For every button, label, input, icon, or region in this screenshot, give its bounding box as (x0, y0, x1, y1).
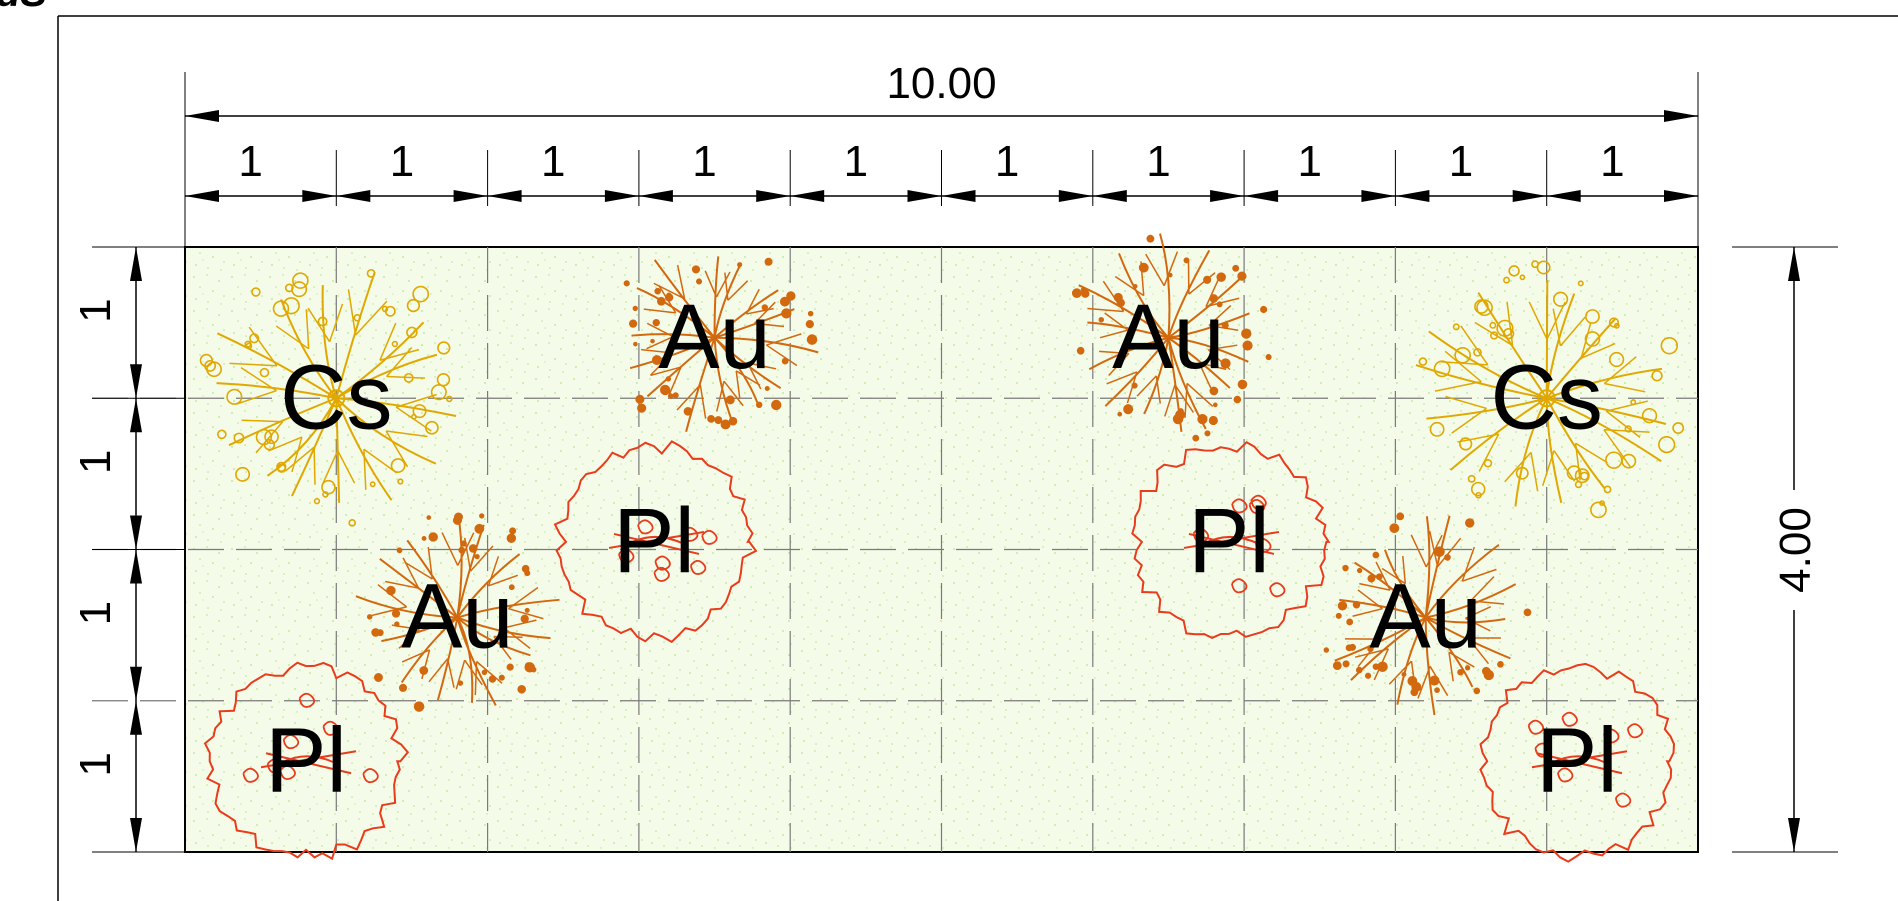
plant-code-label: Au (401, 566, 514, 668)
dimension-arrowhead (638, 190, 673, 202)
plant-code-label: Pl (1536, 709, 1618, 811)
dimension-arrowhead (453, 190, 488, 202)
column-width-label: 1 (541, 137, 565, 186)
plant-symbol-cs: Cs (199, 268, 457, 527)
dimension-arrowhead (302, 190, 337, 202)
plant-code-label: Pl (265, 709, 347, 811)
dimension-arrowhead (941, 190, 976, 202)
dimension-arrowhead (1788, 247, 1800, 281)
dimension-arrowhead (1664, 190, 1698, 202)
plant-code-label: Pl (1188, 490, 1270, 592)
column-width-label: 1 (1298, 137, 1322, 186)
plant-code-label: Au (1369, 566, 1482, 668)
column-width-label: 1 (1600, 137, 1624, 186)
dimension-arrowhead (1210, 190, 1245, 202)
plant-code-label: Cs (280, 346, 392, 448)
dimension-arrowhead (130, 364, 142, 399)
plant-symbols: Cs Au Pl Au Pl Au Pl Cs Au Pl (199, 233, 1685, 863)
row-height-label: 1 (71, 601, 120, 625)
sheet-frame (57, 15, 1898, 901)
dimension-arrowhead (1664, 110, 1698, 122)
dimension-arrowhead (185, 110, 219, 122)
dimension-arrowhead (1788, 818, 1800, 852)
dimension-arrowhead (130, 818, 142, 852)
dimension-arrowhead (130, 515, 142, 550)
plant-symbol-pl: Pl (553, 440, 758, 644)
dimension-arrowhead (604, 190, 639, 202)
plant-code-label: Au (1112, 286, 1225, 388)
dimension-arrowhead (185, 190, 219, 202)
dimension-arrowhead (1512, 190, 1547, 202)
plant-code-label: Cs (1490, 346, 1602, 448)
dimension-arrowhead (1058, 190, 1093, 202)
plant-symbol-pl: Pl (1131, 440, 1331, 640)
column-width-label: 1 (1146, 137, 1170, 186)
column-width-label: 1 (238, 137, 262, 186)
dimension-arrowhead (1244, 190, 1279, 202)
dimension-arrowhead (1092, 190, 1127, 202)
row-height-label: 1 (71, 298, 120, 322)
corner-label: dS (0, 0, 47, 15)
column-width-label: 1 (390, 137, 414, 186)
column-width-label: 1 (995, 137, 1019, 186)
dimension-arrowhead (907, 190, 942, 202)
plant-code-label: Pl (613, 490, 695, 592)
plant-symbol-cs: Cs (1415, 260, 1685, 519)
dimension-arrowhead (1546, 190, 1581, 202)
overall-height-label: 4.00 (1771, 507, 1820, 593)
dimension-arrowhead (130, 700, 142, 735)
plant-symbol-au: Au (355, 512, 560, 712)
plant-symbol-au: Au (1323, 512, 1532, 716)
dimension-arrowhead (790, 190, 825, 202)
dimension-arrowhead (336, 190, 371, 202)
dimension-arrowhead (130, 398, 142, 433)
overall-width-label: 10.00 (886, 59, 996, 108)
column-width-label: 1 (692, 137, 716, 186)
dimension-arrowhead (487, 190, 522, 202)
row-height-label: 1 (71, 752, 120, 776)
plant-symbol-au: Au (1071, 233, 1272, 442)
column-width-label: 1 (1449, 137, 1473, 186)
row-height-label: 1 (71, 450, 120, 474)
column-width-label: 1 (844, 137, 868, 186)
dimension-annotations: 10.00 1 1 1 1 1 1 1 1 1 1 1 1 1 1 4.00 (71, 59, 1838, 853)
plant-symbol-pl: Pl (203, 661, 410, 861)
plant-symbol-pl: Pl (1479, 662, 1676, 863)
dimension-arrowhead (130, 666, 142, 701)
plant-symbol-au: Au (623, 256, 819, 432)
plant-code-label: Au (658, 286, 771, 388)
dimension-arrowhead (130, 247, 142, 281)
dimension-arrowhead (1361, 190, 1396, 202)
dimension-arrowhead (1395, 190, 1430, 202)
dimension-arrowhead (756, 190, 791, 202)
dimension-arrowhead (130, 549, 142, 584)
